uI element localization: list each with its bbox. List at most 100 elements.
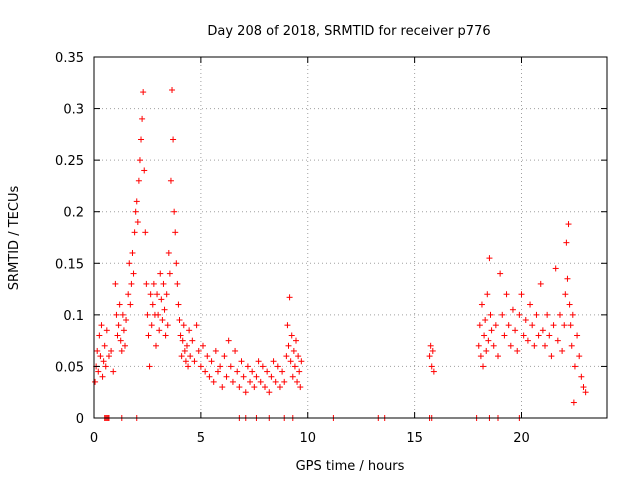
data-point xyxy=(539,327,546,334)
data-point xyxy=(134,219,141,226)
data-point xyxy=(177,332,184,339)
data-point xyxy=(565,221,572,228)
data-point xyxy=(165,249,172,256)
data-point xyxy=(144,311,151,318)
data-point xyxy=(497,270,504,277)
data-point xyxy=(154,291,161,298)
data-point xyxy=(118,347,125,354)
data-point xyxy=(120,327,127,334)
data-point xyxy=(129,249,136,256)
data-point xyxy=(123,317,130,324)
data-point xyxy=(262,384,268,391)
data-point xyxy=(522,317,529,324)
data-point xyxy=(145,332,152,339)
data-point xyxy=(535,332,542,339)
data-point xyxy=(234,368,241,375)
data-point xyxy=(223,373,230,380)
data-point xyxy=(569,311,576,318)
data-point xyxy=(133,198,140,205)
data-point xyxy=(488,327,495,334)
data-point xyxy=(505,322,512,329)
data-point xyxy=(563,239,570,246)
data-point xyxy=(130,270,137,277)
data-point xyxy=(229,378,236,385)
y-tick-label: 0 xyxy=(76,412,84,427)
data-point xyxy=(257,378,264,385)
data-point xyxy=(189,337,196,344)
y-tick-label: 0.2 xyxy=(63,206,84,221)
y-tick-label: 0.05 xyxy=(55,360,84,375)
data-point xyxy=(478,301,485,308)
data-point xyxy=(576,353,583,360)
data-point xyxy=(255,358,262,365)
plot-frame xyxy=(93,56,608,419)
data-point xyxy=(172,229,179,236)
data-point xyxy=(272,378,279,385)
data-point xyxy=(143,280,150,287)
data-point xyxy=(499,311,506,318)
data-point xyxy=(290,347,297,354)
data-point xyxy=(202,368,209,375)
data-point xyxy=(430,368,437,375)
data-point xyxy=(169,87,176,94)
data-point xyxy=(289,373,296,380)
data-point xyxy=(195,347,202,354)
y-tick-label: 0.3 xyxy=(63,103,84,118)
data-point xyxy=(212,347,219,354)
data-point xyxy=(186,327,193,334)
data-point xyxy=(173,260,180,267)
data-point xyxy=(225,337,232,344)
data-point xyxy=(139,115,146,122)
data-point xyxy=(426,353,433,360)
data-point xyxy=(531,342,538,349)
data-point xyxy=(582,389,589,396)
data-point xyxy=(427,342,434,349)
data-point xyxy=(270,358,277,365)
data-point xyxy=(208,358,215,365)
data-point xyxy=(157,270,164,277)
data-point xyxy=(214,368,221,375)
data-point xyxy=(242,389,249,396)
data-point xyxy=(95,368,102,375)
data-point xyxy=(556,311,563,318)
data-point xyxy=(149,301,156,308)
data-point xyxy=(485,337,492,344)
data-point xyxy=(183,342,190,349)
data-point xyxy=(227,363,234,370)
data-point xyxy=(259,363,266,370)
data-point xyxy=(108,347,115,354)
data-point xyxy=(475,342,482,349)
data-point xyxy=(501,332,508,339)
data-point xyxy=(482,317,489,324)
data-point xyxy=(253,373,260,380)
data-point xyxy=(126,260,133,267)
data-point xyxy=(138,136,145,143)
data-point xyxy=(171,208,178,215)
data-point xyxy=(296,368,303,375)
data-point xyxy=(568,342,575,349)
data-point xyxy=(266,389,273,396)
data-point xyxy=(429,347,436,354)
data-point xyxy=(548,353,555,360)
data-point xyxy=(574,332,581,339)
data-point xyxy=(170,136,177,143)
data-point xyxy=(546,332,553,339)
data-point xyxy=(96,332,103,339)
data-point xyxy=(294,378,301,385)
data-point xyxy=(158,296,165,303)
data-point xyxy=(101,342,108,349)
data-point xyxy=(232,347,239,354)
y-tick-label: 0.35 xyxy=(55,51,84,66)
data-point xyxy=(131,229,138,236)
data-point xyxy=(561,322,568,329)
data-point xyxy=(141,167,148,174)
data-point xyxy=(217,363,224,370)
data-point xyxy=(507,342,514,349)
chart-title: Day 208 of 2018, SRMTID for receiver p77… xyxy=(207,24,490,39)
data-point xyxy=(115,322,122,329)
y-tick-label: 0.15 xyxy=(55,257,84,272)
data-point xyxy=(176,317,183,324)
x-tick-label: 0 xyxy=(90,431,98,446)
data-point xyxy=(554,337,561,344)
data-point xyxy=(200,342,207,349)
